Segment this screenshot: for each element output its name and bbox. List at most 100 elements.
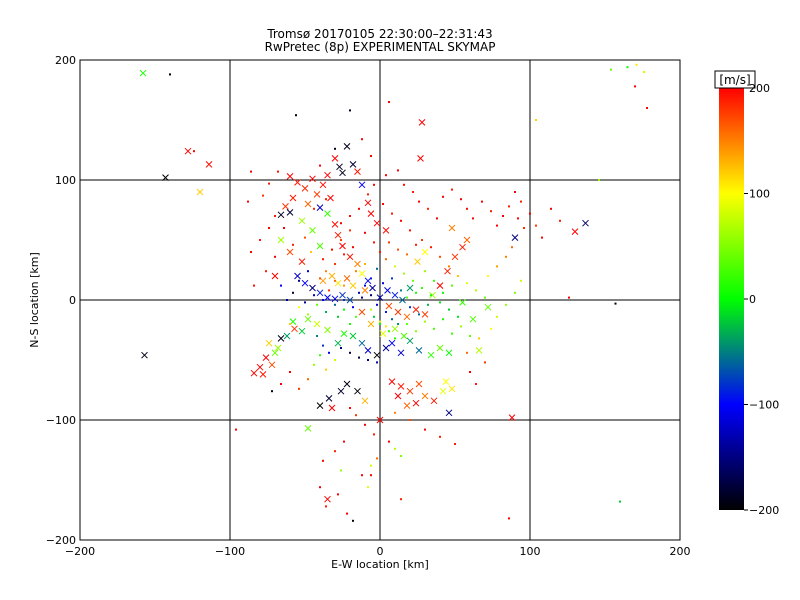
data-point-dot (400, 289, 402, 292)
y-tick-label: −100 (46, 414, 76, 427)
data-point-dot (541, 236, 543, 239)
grid-layer (80, 60, 680, 540)
data-point-x (469, 315, 477, 323)
chart-title: Tromsø 20170105 22:30:00–22:31:43 (267, 27, 493, 41)
data-point-dot (415, 243, 417, 246)
data-point-x (328, 272, 336, 280)
y-axis-label: N-S location [km] (28, 252, 41, 348)
data-point-dot (358, 291, 360, 294)
data-point-x (349, 161, 357, 168)
data-point-dot (334, 279, 336, 282)
data-point-dot (388, 440, 390, 443)
data-point-dot (277, 170, 279, 173)
data-point-dot (496, 224, 498, 227)
data-point-x (406, 284, 414, 292)
data-point-x (394, 392, 402, 400)
data-point-dot (397, 169, 399, 172)
data-point-dot (517, 217, 519, 220)
data-point-dot (451, 284, 453, 287)
data-point-dot (475, 383, 477, 385)
data-point-dot (388, 101, 390, 103)
data-point-x (324, 294, 331, 301)
data-point-dot (367, 486, 369, 489)
y-tick-label: 200 (55, 54, 76, 67)
data-point-dot (355, 414, 357, 417)
data-point-x (343, 380, 351, 388)
data-point-dot (361, 474, 363, 477)
data-point-dot (598, 179, 600, 181)
data-point-dot (340, 239, 342, 241)
data-point-x (271, 349, 279, 357)
data-point-dot (334, 263, 336, 265)
data-point-dot (313, 363, 315, 366)
data-point-dot (421, 287, 423, 289)
data-point-dot (418, 313, 420, 316)
data-point-x (415, 380, 423, 388)
data-point-dot (427, 303, 429, 306)
data-point-x (373, 219, 381, 227)
data-point-x (459, 243, 466, 251)
data-point-x (373, 351, 381, 359)
x-tick-label: 0 (377, 545, 384, 558)
colorbar-ticks: 200 100 0 −100 −200 (744, 82, 779, 517)
data-point-dot (343, 440, 345, 443)
data-point-x (421, 392, 429, 400)
data-point-x (286, 248, 294, 256)
data-point-x (286, 173, 294, 180)
data-point-dot (289, 371, 291, 373)
data-point-dot (370, 277, 372, 280)
data-point-dot (292, 243, 294, 246)
data-point-dot (259, 239, 261, 241)
colorbar-tick-label: −100 (749, 399, 779, 412)
data-point-dot (508, 517, 510, 520)
data-point-dot (340, 469, 342, 472)
ticks-layer: −200 −100 0 100 200 −200 −100 0 100 200 (46, 54, 691, 558)
data-point-dot (469, 335, 471, 337)
data-point-x (421, 248, 429, 256)
colorbar-gradient (719, 88, 744, 510)
data-point-dot (568, 296, 570, 299)
data-point-dot (394, 447, 396, 450)
data-point-x (448, 224, 456, 232)
data-point-dot (511, 246, 513, 249)
data-point-x (448, 385, 456, 393)
data-point-dot (424, 320, 426, 323)
plot-frame (79, 59, 681, 541)
data-point-dot (307, 378, 309, 381)
data-point-dot (514, 191, 516, 193)
data-point-x (385, 302, 393, 310)
data-point-x (301, 279, 309, 287)
data-point-dot (274, 255, 276, 258)
data-point-dot (430, 246, 432, 249)
data-point-dot (358, 207, 360, 210)
data-point-dot (343, 299, 345, 301)
data-point-x (250, 369, 258, 377)
data-point-x (141, 351, 148, 359)
data-point-x (265, 339, 273, 347)
data-point-dot (292, 291, 294, 294)
data-point-x (358, 308, 366, 316)
data-point-dot (418, 200, 420, 203)
data-point-x (571, 228, 579, 235)
data-point-dot (169, 73, 171, 76)
data-point-dot (523, 227, 525, 229)
data-point-dot (391, 212, 393, 215)
data-point-dot (253, 284, 255, 287)
data-point-x (309, 227, 316, 234)
data-point-dot (421, 239, 423, 241)
data-point-x (376, 294, 384, 301)
data-point-x (354, 168, 361, 175)
data-point-dot (340, 222, 342, 225)
data-point-dot (298, 279, 300, 282)
data-point-x (451, 253, 459, 261)
data-point-dot (325, 311, 327, 313)
data-point-dot (385, 174, 387, 177)
data-point-dot (250, 251, 252, 253)
data-point-x (313, 320, 321, 328)
data-point-dot (370, 155, 372, 157)
data-point-dot (376, 267, 378, 270)
data-point-dot (355, 315, 357, 318)
data-point-dot (349, 323, 351, 325)
data-point-x (412, 306, 420, 313)
y-tick-label: 0 (69, 294, 76, 307)
